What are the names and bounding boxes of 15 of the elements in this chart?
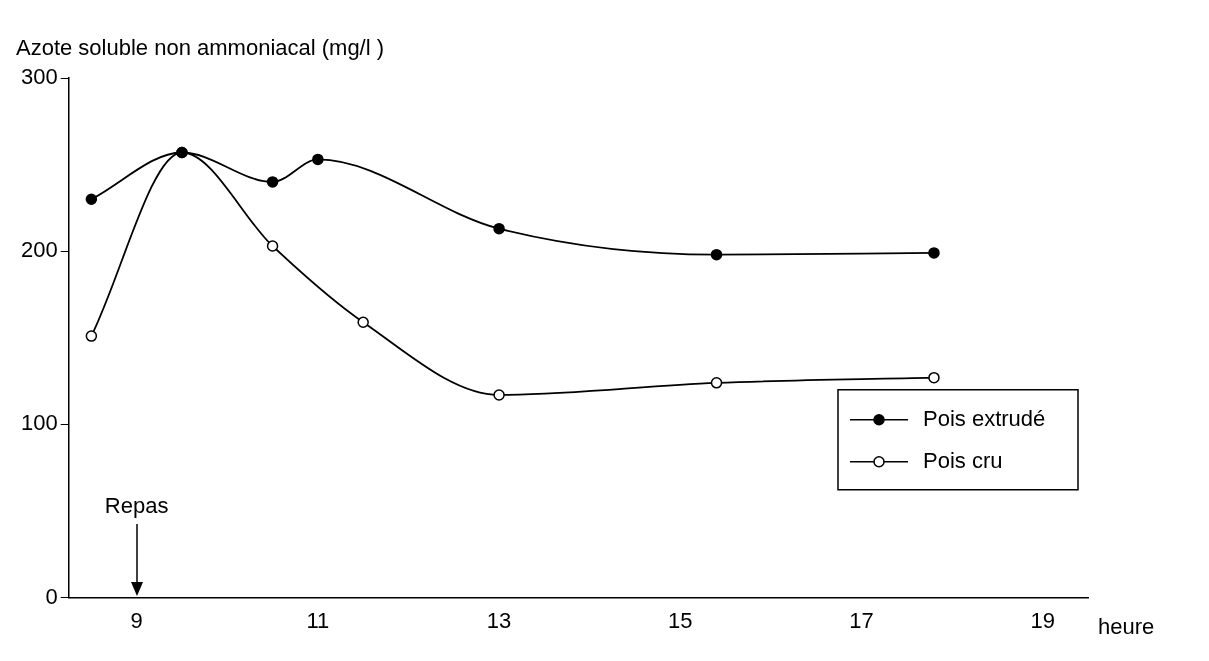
ref-line-label: Repas xyxy=(104,492,169,518)
y-axis-title: Azote soluble non ammoniacal (mg/l ) xyxy=(16,35,385,61)
y-tick-label: 0 xyxy=(45,583,58,609)
x-tick-label: 17 xyxy=(849,607,874,633)
x-tick-label: 13 xyxy=(486,607,512,633)
x-axis-title: heure xyxy=(1098,613,1155,639)
y-tick-label: 100 xyxy=(20,410,58,436)
legend-label: Pois extrudé xyxy=(923,405,1046,431)
y-tick-label: 300 xyxy=(20,64,58,90)
y-tick-label: 200 xyxy=(20,237,58,263)
x-tick-label: 15 xyxy=(668,607,693,633)
x-tick-label: 9 xyxy=(130,607,143,633)
x-tick-label: 19 xyxy=(1030,607,1055,633)
x-tick-label: 11 xyxy=(306,607,330,633)
legend-label: Pois cru xyxy=(923,447,1003,473)
